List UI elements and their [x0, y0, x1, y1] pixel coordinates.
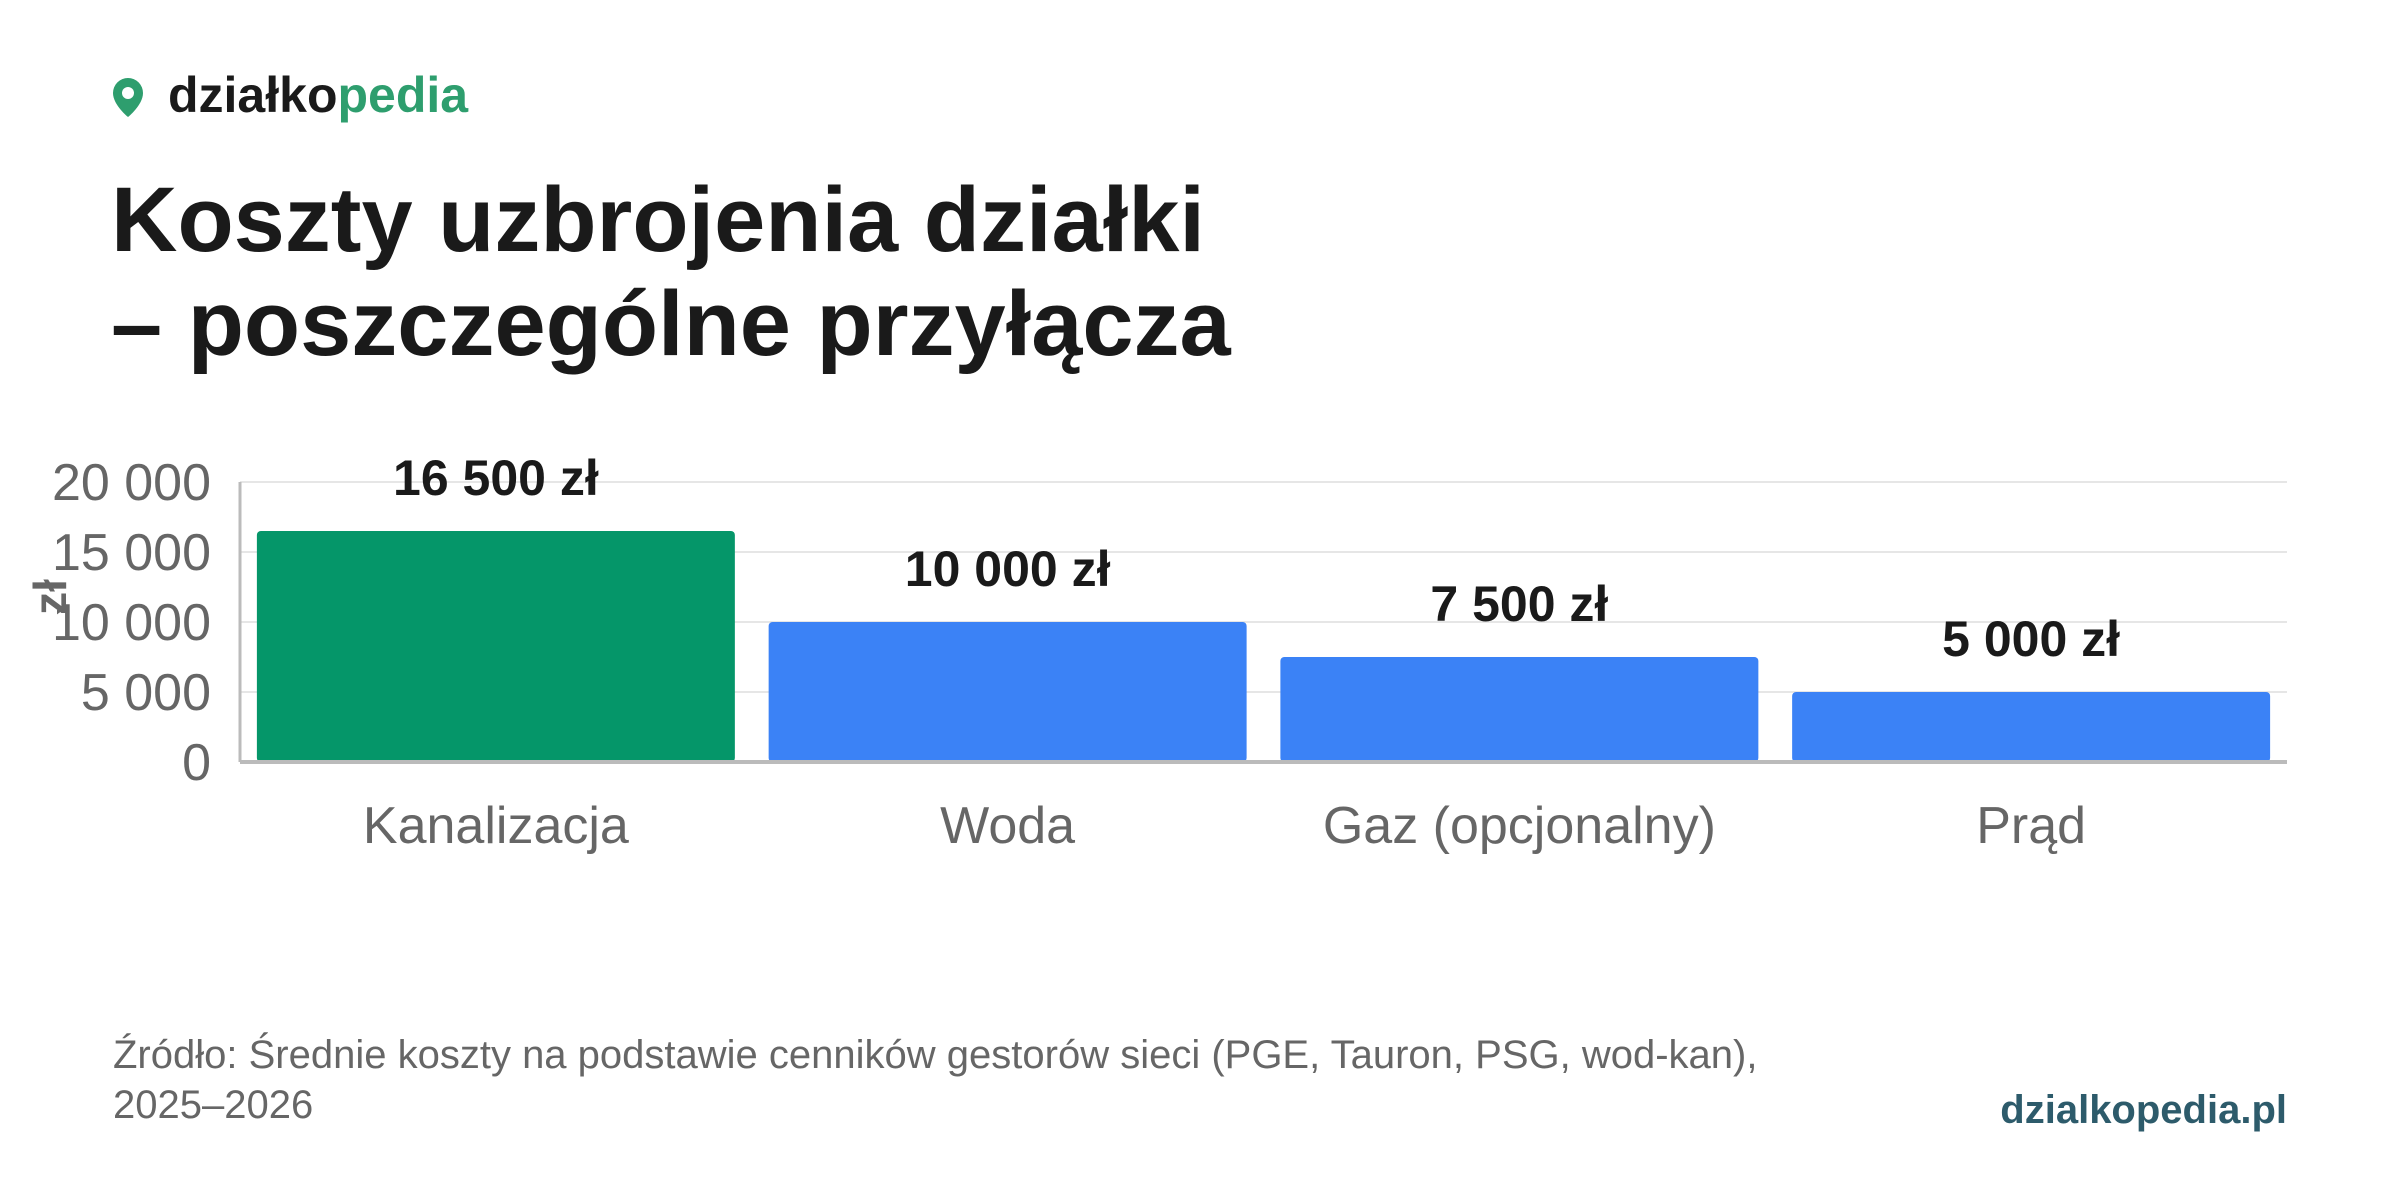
x-tick-label: Gaz (opcjonalny): [1323, 797, 1716, 855]
y-tick-label: 20 000: [52, 454, 211, 512]
x-tick-label: Prąd: [1976, 797, 2086, 855]
y-tick-label: 10 000: [52, 594, 211, 652]
logo-icon: [113, 78, 143, 117]
y-tick-label: 0: [182, 734, 211, 792]
y-tick-label: 15 000: [52, 524, 211, 582]
brand-part: pedia: [337, 67, 469, 123]
y-axis-label: zł: [24, 579, 76, 615]
bar: [1280, 657, 1759, 762]
value-label: 16 500 zł: [393, 450, 599, 506]
bar: [768, 622, 1247, 762]
value-label: 5 000 zł: [1942, 611, 2120, 667]
site-link: dzialkopedia.pl: [2000, 1088, 2287, 1132]
x-tick-label: Woda: [940, 797, 1075, 855]
source-note: Źródło: Średnie koszty na podstawie cenn…: [113, 1033, 1758, 1127]
bar: [1792, 692, 2271, 762]
y-tick-label: 5 000: [81, 664, 211, 722]
chart-title: Koszty uzbrojenia działki: [111, 169, 1205, 271]
bar: [256, 531, 735, 762]
value-label: 10 000 zł: [905, 541, 1111, 597]
brand-part: działko: [168, 67, 337, 123]
value-label: 7 500 zł: [1430, 576, 1608, 632]
brand: działkopedia: [168, 67, 469, 123]
chart-title: – poszczególne przyłącza: [111, 273, 1232, 375]
x-tick-label: Kanalizacja: [363, 797, 629, 855]
